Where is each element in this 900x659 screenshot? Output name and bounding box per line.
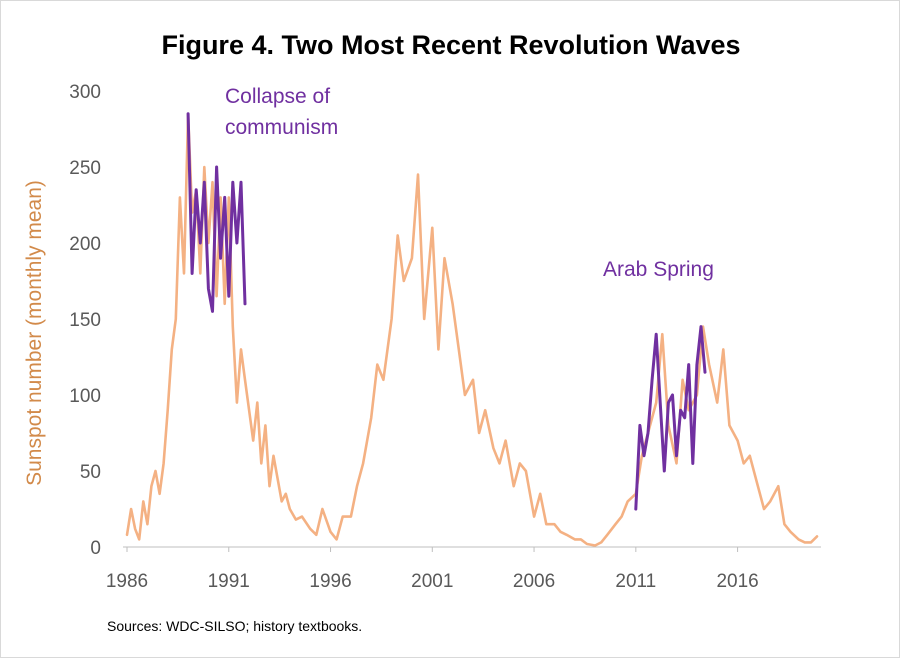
annotations: Collapse of communism Arab Spring	[225, 85, 714, 281]
y-tick-label: 300	[69, 82, 101, 103]
x-tick-label: 1986	[106, 571, 148, 592]
x-tick-label: 1991	[208, 571, 250, 592]
x-tick-label: 2006	[513, 571, 555, 592]
chart-title: Figure 4. Two Most Recent Revolution Wav…	[161, 30, 740, 60]
y-tick-label: 250	[69, 158, 101, 179]
series-lines	[125, 112, 819, 547]
x-tick-label: 2016	[716, 571, 758, 592]
annotation-collapse: communism	[225, 116, 338, 139]
collapse-highlight-line	[186, 112, 247, 313]
x-tick-label: 2011	[615, 571, 656, 592]
x-tick-label: 2001	[411, 571, 453, 592]
y-tick-label: 150	[69, 310, 101, 331]
y-axis-label: Sunspot number (monthly mean)	[23, 180, 46, 486]
sunspot-series-line	[125, 112, 819, 547]
y-tick-label: 200	[69, 234, 101, 255]
y-axis-label-group: Sunspot number (monthly mean)	[23, 180, 46, 486]
x-tick-labels: 1986 1991 1996 2001 2006 2011 2016	[106, 547, 759, 592]
y-tick-label: 0	[90, 538, 101, 559]
y-tick-label: 50	[80, 462, 101, 483]
source-note: Sources: WDC-SILSO; history textbooks.	[107, 618, 362, 634]
annotation-collapse: Collapse of	[225, 85, 330, 108]
x-tick-label: 1996	[309, 571, 351, 592]
annotation-arab: Arab Spring	[603, 258, 714, 281]
arab-spring-highlight-line	[634, 325, 707, 511]
y-tick-label: 100	[69, 386, 101, 407]
y-tick-labels: 0 50 100 150 200 250 300	[69, 82, 101, 559]
